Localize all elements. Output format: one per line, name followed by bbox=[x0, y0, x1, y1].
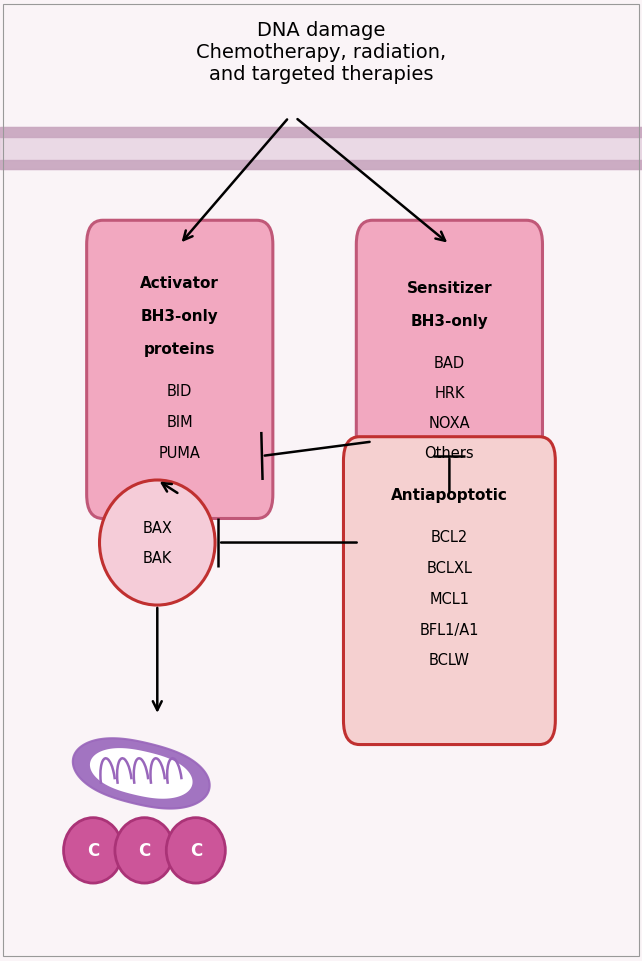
Text: Sensitizer: Sensitizer bbox=[406, 281, 492, 296]
Text: proteins: proteins bbox=[144, 341, 216, 357]
Text: BAK: BAK bbox=[143, 551, 172, 566]
Text: BFL1/A1: BFL1/A1 bbox=[420, 622, 479, 637]
FancyBboxPatch shape bbox=[343, 437, 555, 745]
Text: BAD: BAD bbox=[434, 356, 465, 371]
Text: Antiapoptotic: Antiapoptotic bbox=[391, 487, 508, 503]
Bar bbox=[0, 128, 642, 170]
Text: HRK: HRK bbox=[434, 385, 465, 401]
Text: Others: Others bbox=[424, 445, 474, 460]
Text: BCLW: BCLW bbox=[429, 653, 470, 668]
Text: PUMA: PUMA bbox=[159, 445, 201, 460]
Polygon shape bbox=[73, 738, 210, 809]
Text: C: C bbox=[87, 842, 100, 859]
Text: NOXA: NOXA bbox=[429, 415, 470, 431]
Ellipse shape bbox=[100, 480, 215, 605]
Text: BID: BID bbox=[167, 383, 193, 399]
Ellipse shape bbox=[115, 818, 174, 883]
Text: BH3-only: BH3-only bbox=[141, 308, 219, 324]
Text: C: C bbox=[189, 842, 202, 859]
Text: BCL2: BCL2 bbox=[431, 530, 468, 545]
Text: BCLXL: BCLXL bbox=[426, 560, 473, 576]
Ellipse shape bbox=[166, 818, 225, 883]
Text: MCL1: MCL1 bbox=[429, 591, 469, 606]
Text: Activator: Activator bbox=[141, 276, 219, 291]
Text: DNA damage
Chemotherapy, radiation,
and targeted therapies: DNA damage Chemotherapy, radiation, and … bbox=[196, 21, 446, 85]
Ellipse shape bbox=[64, 818, 123, 883]
Text: C: C bbox=[138, 842, 151, 859]
Bar bbox=[0, 160, 642, 170]
Text: BIM: BIM bbox=[166, 414, 193, 430]
FancyBboxPatch shape bbox=[87, 221, 273, 519]
Bar bbox=[0, 128, 642, 137]
Text: BH3-only: BH3-only bbox=[410, 313, 489, 329]
Polygon shape bbox=[90, 749, 193, 799]
Text: BAX: BAX bbox=[143, 520, 172, 535]
FancyBboxPatch shape bbox=[356, 221, 542, 519]
